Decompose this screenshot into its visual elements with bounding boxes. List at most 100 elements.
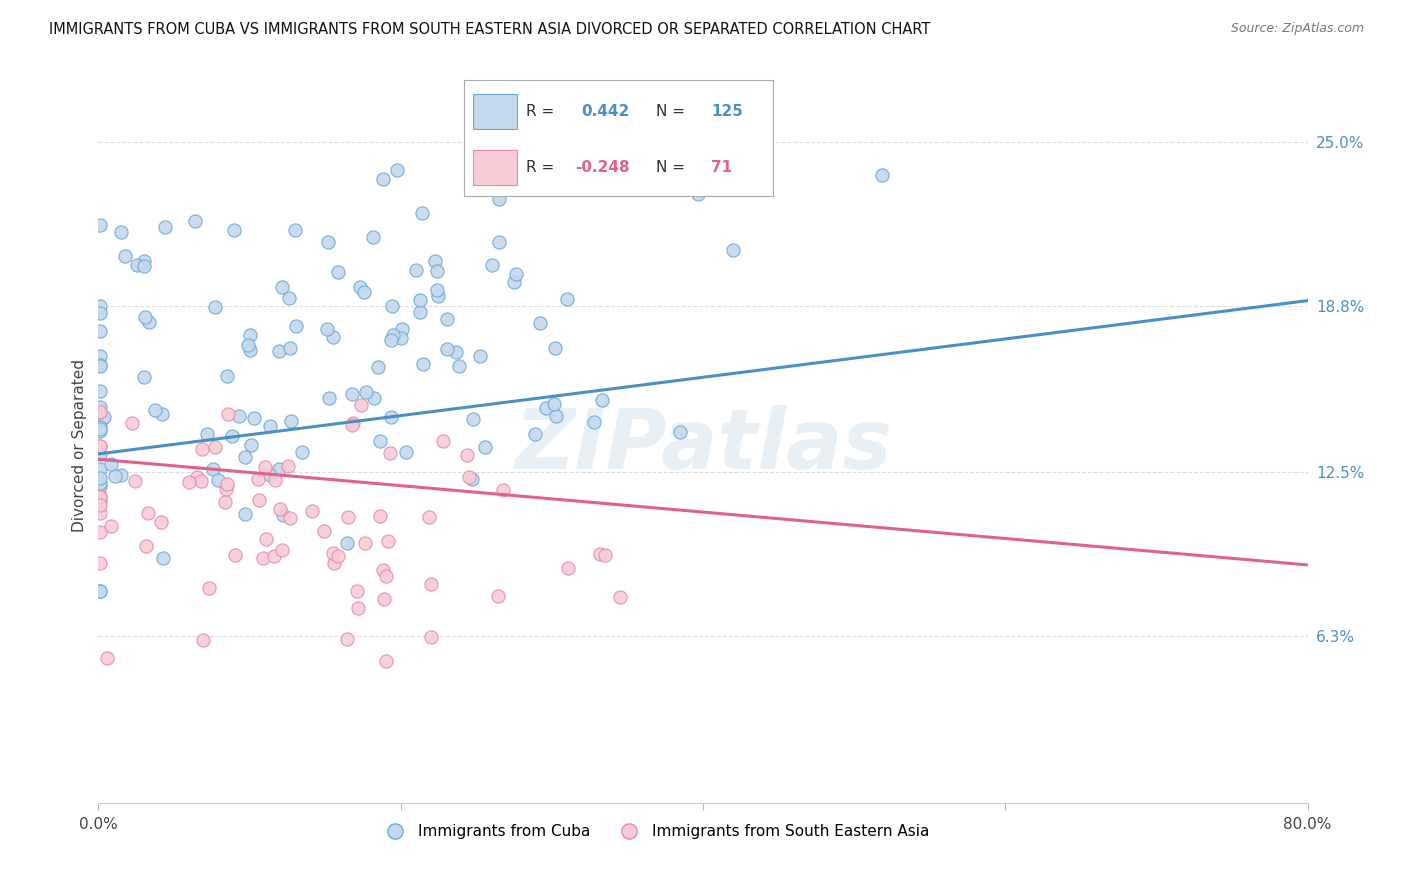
Point (544, 341, 567, 355)
Point (135, 540, 157, 554)
Point (253, 459, 276, 474)
Point (723, 243, 745, 257)
Point (436, 311, 458, 326)
Point (432, 434, 454, 449)
Point (375, 654, 398, 668)
Point (89, 439, 111, 453)
Point (444, 345, 467, 359)
Point (110, 467, 132, 482)
Point (100, 518, 122, 533)
Point (186, 469, 208, 483)
Point (283, 222, 305, 236)
Point (236, 337, 259, 351)
Point (89, 498, 111, 512)
Point (132, 260, 155, 274)
Point (91, 412, 114, 426)
Text: IMMIGRANTS FROM CUBA VS IMMIGRANTS FROM SOUTH EASTERN ASIA DIVORCED OR SEPARATED: IMMIGRANTS FROM CUBA VS IMMIGRANTS FROM … (49, 22, 931, 37)
Point (198, 581, 221, 595)
Point (214, 495, 236, 509)
Point (353, 285, 375, 299)
Point (89, 439, 111, 453)
Point (368, 508, 391, 523)
Point (125, 258, 148, 272)
Point (423, 254, 446, 268)
Point (408, 305, 430, 319)
Text: 71: 71 (711, 160, 733, 175)
Point (291, 444, 314, 458)
Point (104, 468, 127, 483)
Point (336, 632, 359, 646)
Point (269, 502, 291, 516)
Point (426, 263, 449, 277)
Point (301, 503, 323, 517)
Point (224, 548, 246, 562)
Point (259, 418, 281, 433)
Point (322, 546, 344, 560)
Point (89, 584, 111, 599)
Text: 125: 125 (711, 104, 744, 120)
Point (221, 428, 243, 442)
Point (89, 406, 111, 420)
Point (89, 405, 111, 419)
Point (340, 417, 363, 432)
Point (132, 370, 155, 384)
Point (89, 300, 111, 314)
Point (247, 472, 270, 486)
Point (207, 473, 229, 487)
Point (353, 536, 375, 550)
Point (277, 458, 299, 473)
Point (449, 359, 471, 373)
Point (89, 306, 111, 320)
Point (150, 407, 173, 421)
Point (322, 329, 344, 343)
Point (583, 415, 606, 429)
Point (270, 543, 292, 558)
Point (546, 409, 568, 423)
Text: R =: R = (526, 160, 554, 175)
Point (138, 315, 160, 329)
Point (436, 342, 458, 356)
Point (89, 479, 111, 493)
Point (536, 401, 558, 415)
Point (463, 411, 485, 425)
Point (367, 360, 389, 375)
Point (143, 403, 166, 417)
Y-axis label: Divorced or Separated: Divorced or Separated (72, 359, 87, 533)
Point (474, 440, 496, 454)
Point (419, 630, 441, 644)
Point (323, 556, 346, 570)
Point (89, 489, 111, 503)
Point (395, 444, 418, 458)
Point (346, 583, 368, 598)
Point (89, 584, 111, 599)
Point (271, 280, 294, 294)
Point (505, 267, 527, 281)
Text: N =: N = (655, 160, 685, 175)
Point (177, 475, 200, 490)
Point (412, 357, 434, 371)
Point (100, 457, 122, 471)
FancyBboxPatch shape (474, 150, 516, 185)
Point (152, 551, 174, 566)
Text: Source: ZipAtlas.com: Source: ZipAtlas.com (1230, 22, 1364, 36)
Point (252, 550, 274, 565)
Point (524, 427, 547, 442)
Point (89, 494, 111, 508)
Point (373, 592, 395, 607)
Text: R =: R = (526, 104, 554, 120)
Point (89, 218, 111, 232)
Point (609, 590, 631, 604)
Legend: Immigrants from Cuba, Immigrants from South Eastern Asia: Immigrants from Cuba, Immigrants from So… (374, 818, 935, 845)
Point (381, 300, 404, 314)
Point (254, 532, 277, 546)
Point (121, 417, 143, 431)
Point (240, 438, 263, 452)
Point (89, 400, 111, 414)
Point (89, 425, 111, 439)
Point (136, 506, 159, 520)
Point (269, 343, 291, 358)
Point (350, 398, 373, 412)
Point (243, 411, 266, 425)
Point (204, 300, 226, 314)
Point (316, 235, 339, 249)
